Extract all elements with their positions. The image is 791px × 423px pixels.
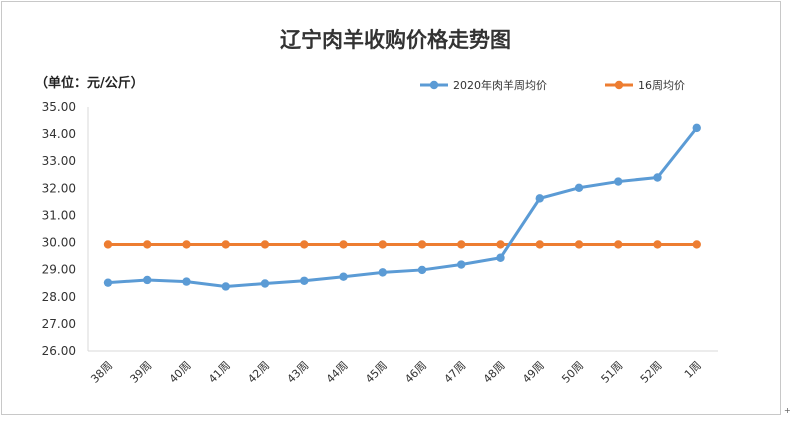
- data-point: [574, 183, 584, 192]
- x-tick-label: 50周: [559, 359, 586, 386]
- data-point: [260, 279, 270, 288]
- x-tick-label: 43周: [285, 359, 312, 386]
- y-tick-label: 32.00: [42, 181, 76, 195]
- y-tick-label: 34.00: [42, 127, 76, 141]
- data-point: [103, 278, 113, 287]
- data-point: [103, 240, 113, 249]
- x-tick-label: 45周: [363, 359, 390, 386]
- unit-label: （单位：元/公斤）: [35, 76, 144, 91]
- y-tick-label: 29.00: [42, 263, 76, 277]
- data-point: [300, 240, 309, 249]
- legend-marker: [429, 80, 439, 90]
- data-point: [417, 265, 427, 275]
- chart-frame: [1, 1, 781, 415]
- data-point: [496, 253, 505, 262]
- data-point: [143, 275, 152, 285]
- data-point: [692, 123, 701, 133]
- data-point: [417, 240, 427, 249]
- x-tick-label: 44周: [324, 359, 351, 386]
- y-tick-label: 31.00: [42, 208, 76, 222]
- data-point: [378, 240, 387, 249]
- y-tick-label: 35.00: [42, 100, 76, 114]
- x-tick-label: 38周: [88, 359, 115, 386]
- data-point: [692, 240, 701, 249]
- data-point: [182, 277, 191, 286]
- data-point: [143, 240, 152, 249]
- x-tick-label: 40周: [167, 359, 194, 386]
- x-tick-label: 39周: [128, 359, 155, 386]
- x-tick-label: 48周: [481, 359, 508, 386]
- legend-marker: [614, 80, 624, 90]
- data-point: [339, 272, 348, 281]
- data-point: [574, 240, 584, 249]
- series-1: [103, 123, 701, 291]
- series-layer: [103, 123, 701, 291]
- x-tick-label: 52周: [638, 359, 665, 386]
- y-tick-label: 30.00: [42, 236, 76, 250]
- x-tick-label: 1周: [682, 359, 704, 381]
- legend-label: 16周均价: [638, 79, 685, 92]
- x-tick-label: 42周: [245, 359, 272, 386]
- y-tick-label: 33.00: [42, 154, 76, 168]
- y-tick-label: 26.00: [42, 344, 76, 358]
- data-point: [182, 240, 191, 249]
- data-point: [300, 276, 309, 285]
- x-tick-label: 51周: [599, 359, 626, 386]
- y-tick-label: 28.00: [42, 290, 76, 304]
- x-tick-label: 49周: [520, 359, 547, 386]
- series-line: [107, 126, 698, 288]
- legend-item: 16周均价: [605, 79, 685, 92]
- data-point: [339, 240, 348, 249]
- y-tick-label: 27.00: [42, 317, 76, 331]
- data-point: [457, 240, 466, 249]
- x-tick-label: 46周: [402, 359, 429, 386]
- data-point: [614, 240, 623, 249]
- data-point: [535, 240, 544, 249]
- x-axis-ticks: 38周 39周 40周 41周 42周 43周 44周 45周 46周 47周 48周 49周 50周 5…: [88, 359, 704, 386]
- series-2: [103, 240, 701, 249]
- data-point: [221, 282, 230, 291]
- legend-item: 2020年肉羊周均价: [420, 78, 547, 92]
- data-point: [221, 240, 230, 249]
- data-point: [535, 194, 544, 203]
- data-point: [378, 268, 387, 277]
- corner-marker: +: [784, 406, 791, 415]
- x-tick-label: 41周: [206, 359, 233, 386]
- legend: 2020年肉羊周均价 16周均价: [420, 78, 685, 92]
- data-point: [260, 240, 270, 249]
- data-point: [614, 177, 623, 186]
- data-point: [653, 240, 662, 249]
- data-point: [457, 260, 466, 269]
- x-tick-label: 47周: [442, 359, 469, 386]
- legend-label: 2020年肉羊周均价: [453, 78, 547, 92]
- chart-title: 辽宁肉羊收购价格走势图: [280, 27, 511, 52]
- y-axis-ticks: 35.00 34.00 33.00 32.00 31.00 30.00 29.00 28.00…: [42, 100, 76, 358]
- data-point: [653, 173, 662, 182]
- data-point: [496, 240, 505, 249]
